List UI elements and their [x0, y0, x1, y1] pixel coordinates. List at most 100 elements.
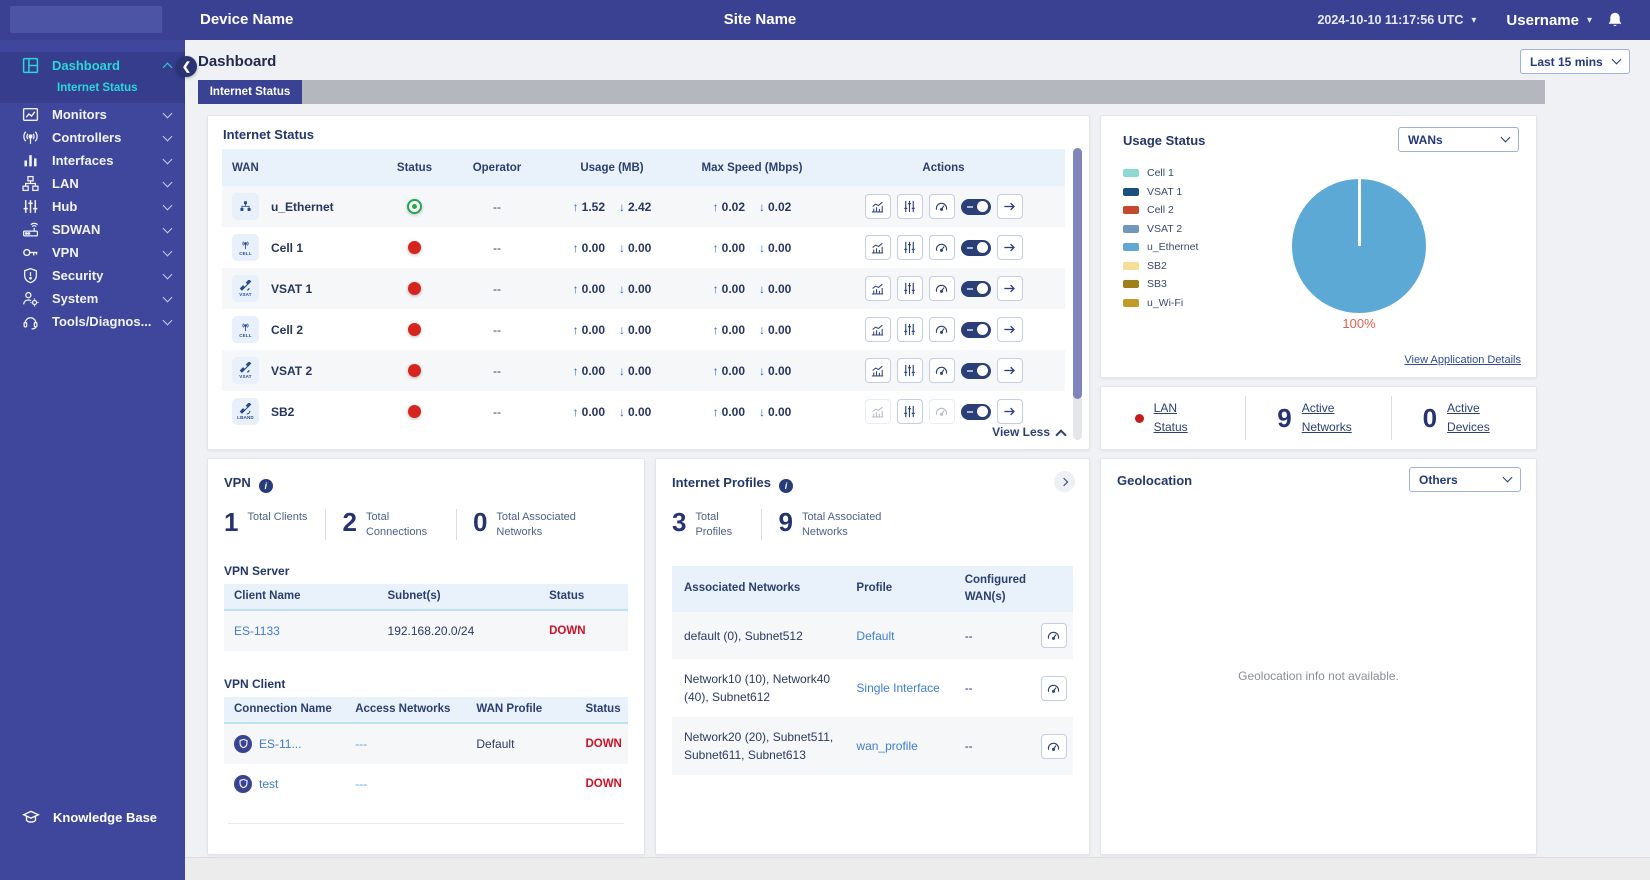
active-networks-count: 9 [1277, 402, 1292, 433]
sidebar-item-system[interactable]: System [0, 287, 185, 310]
geolocation-filter-select[interactable]: Others [1409, 467, 1521, 492]
sidebar-item-knowledge-base[interactable]: Knowledge Base [0, 804, 185, 830]
connection-name-link[interactable]: test [259, 776, 279, 791]
sidebar-item-controllers[interactable]: Controllers [0, 126, 185, 149]
col-client-name: Client Name [234, 590, 301, 603]
gauge-action-button[interactable] [928, 194, 955, 219]
wan-enable-toggle[interactable] [960, 198, 991, 215]
status-down-icon [408, 241, 421, 254]
vpn-shield-icon [234, 734, 252, 753]
gauge-action-button[interactable] [1040, 675, 1067, 701]
view-application-details-link[interactable]: View Application Details [1404, 354, 1521, 366]
sidebar-item-tools[interactable]: Tools/Diagnos... [0, 310, 185, 333]
legend-item: u_Ethernet [1123, 238, 1198, 257]
legend-swatch [1123, 206, 1139, 215]
sidebar-item-lan[interactable]: LAN [0, 172, 185, 195]
wan-actions-cell [822, 399, 1065, 424]
lan-status-link[interactable]: LAN Status [1153, 401, 1188, 434]
col-actions: Actions [922, 161, 965, 174]
internet-profiles-card: Internet Profiles i 3 Total Profiles 9 To… [655, 458, 1090, 855]
gauge-action-button[interactable] [928, 235, 955, 260]
scrollbar-thumb[interactable] [1073, 148, 1082, 400]
connection-name-link[interactable]: ES-11... [259, 736, 302, 751]
sidebar-item-interfaces[interactable]: Interfaces [0, 149, 185, 172]
chart-action-button[interactable] [864, 358, 891, 383]
cell-icon: CELL [232, 234, 259, 261]
speed-download: ↓ 0.00 [759, 281, 792, 296]
sliders-action-button[interactable] [896, 194, 923, 219]
wan-enable-toggle[interactable] [960, 239, 991, 256]
gauge-action-button[interactable] [928, 317, 955, 342]
col-connection-name: Connection Name [234, 703, 332, 716]
wan-enable-toggle[interactable] [960, 321, 991, 338]
sidebar-item-sdwan[interactable]: SDWAN [0, 218, 185, 241]
arrow-action-button[interactable] [996, 194, 1023, 219]
chart-action-button[interactable] [864, 235, 891, 260]
sidebar-item-security[interactable]: Security [0, 264, 185, 287]
username-menu[interactable]: Username [1506, 11, 1579, 29]
wans-filter-select[interactable]: WANs [1398, 127, 1519, 152]
arrow-action-button[interactable] [996, 317, 1023, 342]
wan-usage-cell: ↑ 0.00 ↓ 0.00 [542, 405, 682, 419]
vpn-shield-icon [234, 774, 252, 793]
sliders-action-button[interactable] [896, 317, 923, 342]
wan-speed-cell: ↑ 0.00 ↓ 0.00 [682, 405, 822, 419]
sliders-action-button[interactable] [896, 276, 923, 301]
arrow-action-button[interactable] [996, 399, 1023, 424]
wan-enable-toggle[interactable] [960, 280, 991, 297]
sliders-action-button[interactable] [896, 358, 923, 383]
time-filter-select[interactable]: Last 15 mins [1520, 49, 1630, 74]
vpn-info-icon[interactable]: i [258, 479, 273, 493]
profile-row: Network10 (10), Network40 (40), Subnet61… [672, 659, 1073, 717]
sidebar-item-dashboard[interactable]: Dashboard [0, 54, 185, 77]
legend-label: Cell 2 [1147, 204, 1174, 217]
down-arrow-icon: ↓ [759, 199, 765, 214]
tab-internet-status[interactable]: Internet Status [198, 80, 302, 104]
vpn-stat-connections: 2 Total Connections [325, 509, 455, 540]
wan-operator-cell: -- [493, 322, 501, 337]
arrow-action-button[interactable] [996, 276, 1023, 301]
profiles-stat-total: 3 Total Profiles [672, 509, 761, 540]
down-arrow-icon: ↓ [619, 322, 625, 337]
gauge-action-button[interactable] [1040, 733, 1067, 759]
vpn-client-name-link[interactable]: ES-1133 [234, 623, 280, 638]
wan-icon-label: CELL [239, 333, 252, 338]
sidebar-item-vpn[interactable]: VPN [0, 241, 185, 264]
sidebar-item-monitors[interactable]: Monitors [0, 103, 185, 126]
profile-link[interactable]: wan_profile [856, 739, 918, 754]
sliders-action-button[interactable] [896, 235, 923, 260]
gauge-action-button[interactable] [1040, 623, 1067, 649]
view-less-button[interactable]: View Less [992, 425, 1067, 441]
datetime-display[interactable]: 2024-10-10 11:17:56 UTC [1317, 13, 1464, 27]
datetime-caret-icon[interactable]: ▾ [1471, 14, 1477, 26]
sidebar-item-hub[interactable]: Hub [0, 195, 185, 218]
sidebar-collapse-button[interactable]: ❮ [176, 56, 197, 77]
chart-action-button[interactable] [864, 276, 891, 301]
notifications-bell-icon[interactable] [1606, 11, 1624, 29]
profile-link[interactable]: Default [856, 628, 895, 643]
sidebar-active-group: Dashboard Internet Status [0, 52, 185, 103]
profiles-stat-associated: 9 Total Associated Networks [761, 509, 917, 540]
wan-row-SB2: LBAND SB2 -- ↑ 0.00 ↓ 0.00 ↑ 0.00 ↓ 0.00 [222, 391, 1065, 432]
chart-action-button[interactable] [864, 317, 891, 342]
wan-enable-toggle[interactable] [960, 362, 991, 379]
sliders-action-button[interactable] [896, 399, 923, 424]
status-down-icon [408, 323, 421, 336]
internet-profiles-info-icon[interactable]: i [778, 479, 793, 493]
gauge-action-button[interactable] [928, 358, 955, 383]
arrow-action-button[interactable] [996, 358, 1023, 383]
active-devices-link[interactable]: Active Devices [1447, 401, 1490, 434]
profiles-table-header: Associated Networks Profile Configured W… [672, 565, 1073, 613]
username-caret-icon[interactable]: ▾ [1586, 14, 1592, 26]
associated-networks: Network10 (10), Network40 (40), Subnet61… [684, 672, 831, 705]
sidebar-item-internet-status[interactable]: Internet Status [57, 82, 138, 94]
profile-link[interactable]: Single Interface [856, 681, 940, 696]
profiles-next-button[interactable] [1054, 471, 1075, 492]
chart-action-button[interactable] [864, 194, 891, 219]
col-status: Status [396, 161, 433, 174]
profile-row: Network20 (20), Subnet511, Subnet611, Su… [672, 717, 1073, 776]
wan-enable-toggle[interactable] [960, 403, 991, 420]
gauge-action-button[interactable] [928, 276, 955, 301]
arrow-action-button[interactable] [996, 235, 1023, 260]
active-networks-link[interactable]: Active Networks [1301, 401, 1352, 434]
